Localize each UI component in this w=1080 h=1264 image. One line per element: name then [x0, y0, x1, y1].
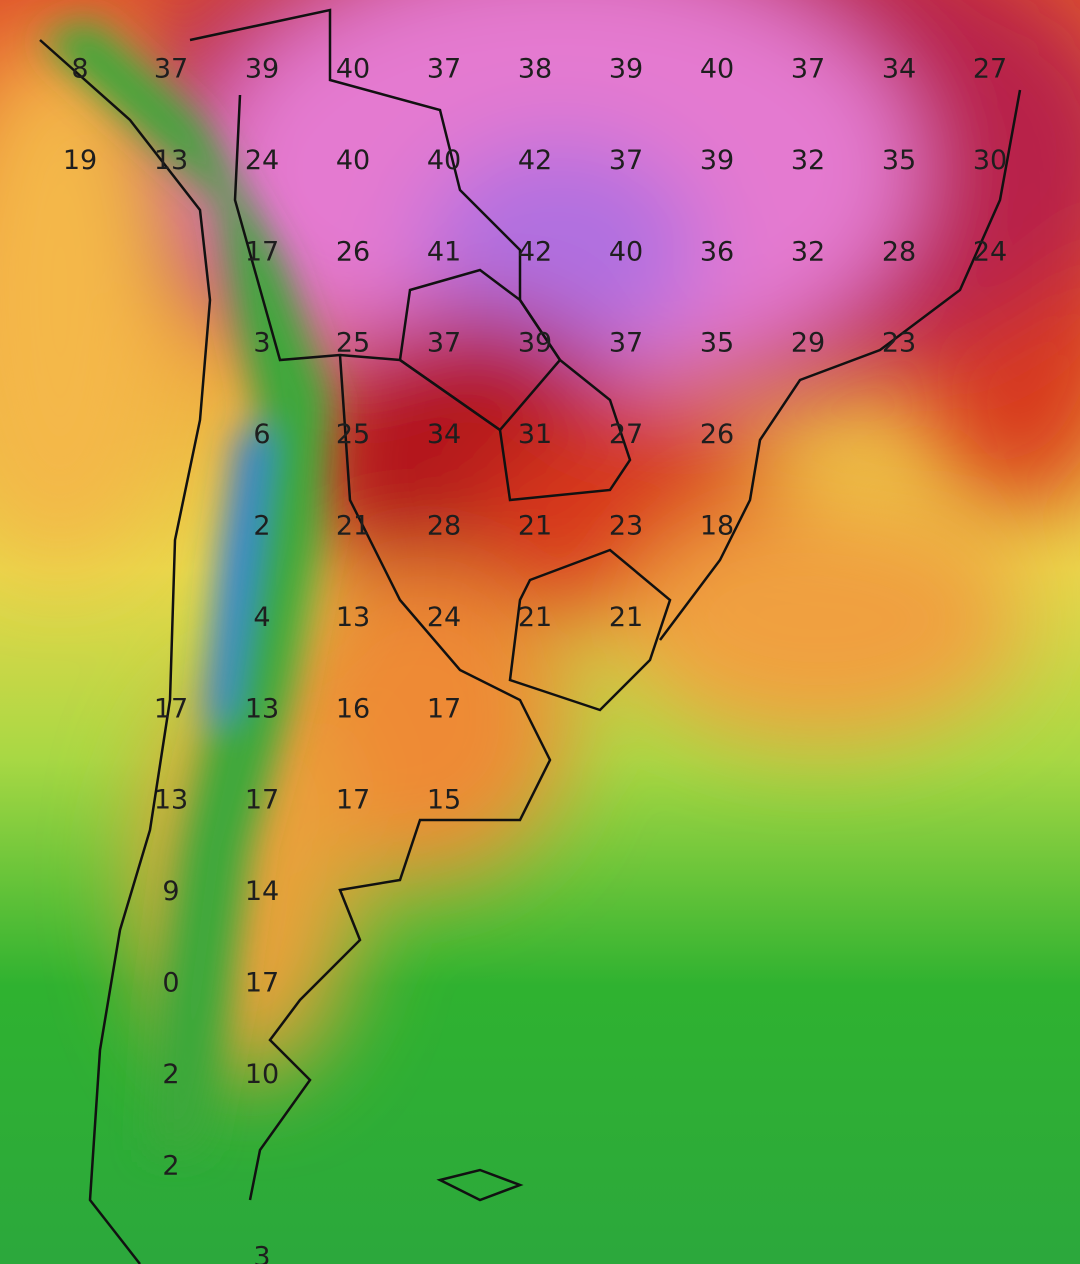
temperature-label: 25 — [336, 419, 370, 450]
temperature-label: 17 — [245, 968, 279, 999]
temperature-label: 40 — [336, 145, 370, 176]
temperature-label: 8 — [71, 54, 88, 85]
temperature-label: 14 — [245, 876, 279, 907]
temperature-label: 41 — [427, 236, 461, 267]
temperature-label: 21 — [336, 511, 370, 542]
temperature-label: 40 — [336, 54, 370, 85]
temperature-label: 37 — [427, 54, 461, 85]
temperature-label: 23 — [882, 328, 916, 359]
temperature-label: 0 — [162, 968, 179, 999]
temperature-label: 13 — [245, 693, 279, 724]
borders — [39, 8, 1022, 1264]
temperature-label: 24 — [973, 236, 1007, 267]
temperature-label: 2 — [253, 511, 270, 542]
temperature-label: 18 — [700, 511, 734, 542]
temperature-label: 40 — [609, 236, 643, 267]
temperature-label: 40 — [700, 54, 734, 85]
temperature-label: 6 — [253, 419, 270, 450]
temperature-label: 28 — [882, 236, 916, 267]
temperature-label: 37 — [427, 328, 461, 359]
temperature-label: 26 — [336, 236, 370, 267]
temperature-label: 21 — [609, 602, 643, 633]
temperature-label: 13 — [154, 785, 188, 816]
temperature-label: 34 — [882, 54, 916, 85]
temperature-label: 29 — [791, 328, 825, 359]
temperature-label: 32 — [791, 236, 825, 267]
temperature-label: 19 — [63, 145, 97, 176]
temperature-label: 17 — [154, 693, 188, 724]
temperature-label: 39 — [245, 54, 279, 85]
temperature-label: 23 — [609, 511, 643, 542]
andes-field — [40, 20, 330, 1150]
temperature-label: 4 — [253, 602, 270, 633]
temperature-label: 21 — [518, 602, 552, 633]
temperature-label: 3 — [253, 1242, 270, 1264]
temperature-label: 34 — [427, 419, 461, 450]
temperature-label: 15 — [427, 785, 461, 816]
temperature-label: 9 — [162, 876, 179, 907]
temperature-label: 17 — [336, 785, 370, 816]
temperature-label: 26 — [700, 419, 734, 450]
temperature-label: 13 — [154, 145, 188, 176]
temperature-label: 2 — [162, 1150, 179, 1181]
temperature-label: 42 — [518, 145, 552, 176]
temperature-label: 37 — [791, 54, 825, 85]
temperature-label: 39 — [609, 54, 643, 85]
temperature-label: 17 — [245, 785, 279, 816]
temperature-label: 25 — [336, 328, 370, 359]
temperature-label: 13 — [336, 602, 370, 633]
temperature-label: 21 — [518, 511, 552, 542]
temperature-label: 42 — [518, 236, 552, 267]
temperature-label: 3 — [253, 328, 270, 359]
temperature-label: 37 — [609, 145, 643, 176]
temperature-label: 32 — [791, 145, 825, 176]
temperature-label: 38 — [518, 54, 552, 85]
temperature-label: 36 — [700, 236, 734, 267]
temperature-label: 35 — [882, 145, 916, 176]
temperature-label: 24 — [427, 602, 461, 633]
temperature-label: 37 — [154, 54, 188, 85]
temperature-label: 27 — [973, 54, 1007, 85]
temperature-label: 16 — [336, 693, 370, 724]
temperature-label: 30 — [973, 145, 1007, 176]
temperature-label: 35 — [700, 328, 734, 359]
temperature-label: 10 — [245, 1059, 279, 1090]
temperature-label: 39 — [518, 328, 552, 359]
temperature-label: 37 — [609, 328, 643, 359]
temperature-label: 40 — [427, 145, 461, 176]
temperature-label: 31 — [518, 419, 552, 450]
temperature-label: 24 — [245, 145, 279, 176]
temperature-label: 2 — [162, 1059, 179, 1090]
temperature-label: 17 — [427, 693, 461, 724]
temperature-label: 39 — [700, 145, 734, 176]
temperature-label: 17 — [245, 236, 279, 267]
temperature-label: 28 — [427, 511, 461, 542]
temperature-label: 27 — [609, 419, 643, 450]
